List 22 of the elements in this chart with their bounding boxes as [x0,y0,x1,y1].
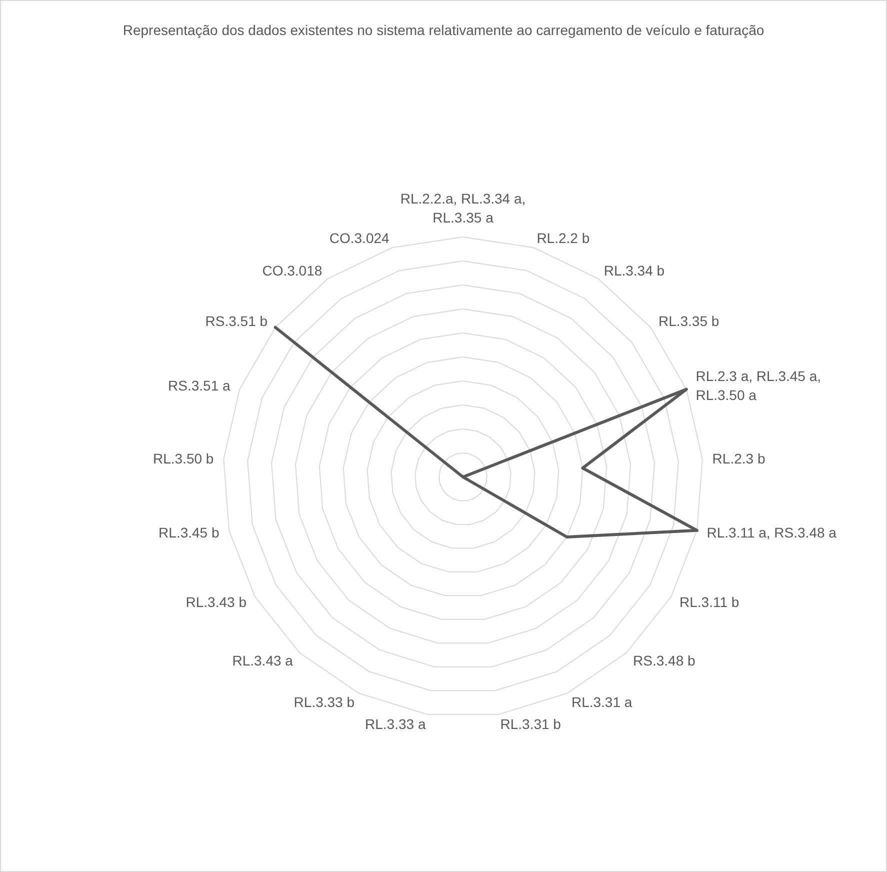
spoke-label: RS.3.51 a [168,378,230,394]
spoke-label: RL.2.2 b [536,230,590,246]
spoke-label: RL.3.35 b [658,313,720,330]
spoke-label: RL.3.31 b [500,716,562,732]
spoke-label: RL.3.11 b [680,594,740,610]
spoke-label: RL.2.2.a, RL.3.34 a, RL.3.35 a [400,190,526,226]
spoke-label: RL.3.43 b [186,594,247,610]
spoke-label: RL.3.45 b [158,524,220,541]
spoke-label: RL.2.3 a, RL.3.45 a, RL.3.50 a [696,368,822,404]
spoke-label: CO.3.024 [329,230,390,246]
spoke-label: RL.3.11 a, RS.3.48 a [706,524,837,541]
spoke-label: RS.3.51 b [205,313,268,330]
spoke-label: RL.3.33 b [294,694,355,710]
spoke-label: RL.3.43 a [232,652,294,668]
spoke-label: RL.3.31 a [571,694,632,710]
spoke-label: RS.3.48 b [633,652,696,668]
spoke-label: RL.3.50 b [152,450,214,466]
spoke-label: RL.3.34 b [604,262,665,278]
chart-title: Representação dos dados existentes no sistema relativamente ao carregamento de veículo e faturação [122,22,764,38]
spoke-label: CO.3.018 [262,262,322,278]
spoke-label: RL.3.33 a [365,716,426,732]
spoke-label: RL.2.3 b [712,450,766,466]
